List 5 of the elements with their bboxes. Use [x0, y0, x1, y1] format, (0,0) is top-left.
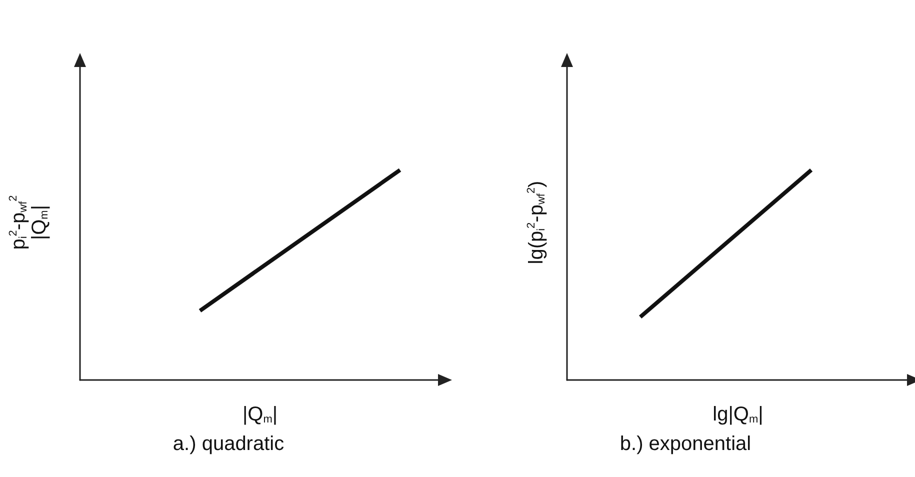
text: b.) exponential: [620, 433, 752, 455]
text: a.) quadratic: [172, 433, 284, 455]
x-axis-title: lg|Qm|: [712, 404, 764, 426]
x-axis-title: |Qm|: [242, 404, 278, 426]
y-axis-title: lg(pi2-pwf2): [526, 180, 548, 264]
